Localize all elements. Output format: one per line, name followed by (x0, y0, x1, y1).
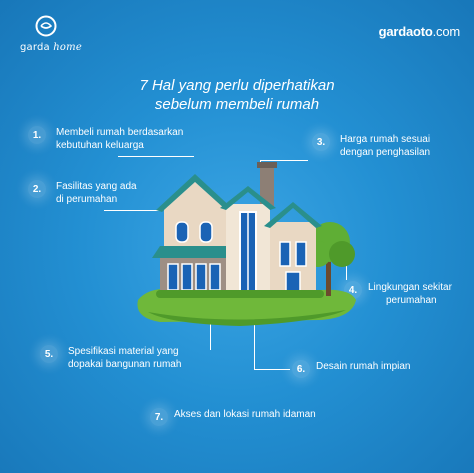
window (167, 263, 179, 291)
center-roof (220, 186, 276, 210)
leader-line (346, 256, 347, 280)
tip-number: 1. (28, 126, 46, 144)
title-line-2: sebelum membeli rumah (154, 96, 320, 113)
tip-text: Akses dan lokasi rumah idaman (174, 409, 316, 420)
leader-line (118, 156, 194, 157)
page-title: 7 Hal yang perlu diperhatikan sebelum me… (100, 76, 374, 114)
leader-line (254, 318, 255, 370)
leader-line (254, 369, 290, 370)
leader-line (210, 318, 211, 350)
tip-number: 5. (40, 345, 58, 363)
garda-home-wordmark: garda home (20, 42, 82, 53)
leader-line (260, 160, 308, 161)
tip-text: Membeli rumah berdasarkan kebutuhan kelu… (56, 127, 184, 151)
window (295, 241, 307, 267)
tip-text: Desain rumah impian (316, 361, 411, 372)
tip-item-1: 1. Membeli rumah berdasarkan kebutuhan k… (28, 126, 183, 152)
window (279, 241, 291, 267)
tip-item-3: 3. Harga rumah sesuai dengan penghasilan (312, 133, 430, 159)
tree-trunk (326, 258, 331, 296)
leader-line (104, 210, 160, 211)
tip-number: 7. (150, 408, 168, 426)
window (285, 271, 301, 293)
hedge (156, 290, 324, 298)
tip-text: Spesifikasi material yang dopakai bangun… (68, 346, 182, 370)
tip-number: 3. (312, 133, 330, 151)
right-roof (264, 202, 322, 228)
window (209, 263, 221, 291)
window (199, 221, 213, 243)
window (175, 221, 189, 243)
tip-text: Lingkungan sekitar perumahan (368, 282, 452, 306)
tip-item-7: 7. Akses dan lokasi rumah idaman (150, 408, 316, 426)
window (181, 263, 193, 291)
tip-item-4: 4. Lingkungan sekitar perumahan (344, 281, 452, 307)
tip-number: 6. (292, 360, 310, 378)
porch-roof (152, 246, 232, 258)
tip-item-6: 6. Desain rumah impian (292, 360, 411, 378)
house-illustration (137, 162, 356, 326)
tip-item-2: 2. Fasilitas yang ada di perumahan (28, 180, 137, 206)
tip-item-5: 5. Spesifikasi material yang dopakai ban… (40, 345, 181, 371)
tip-text: Harga rumah sesuai dengan penghasilan (340, 134, 431, 158)
tip-text: Fasilitas yang ada di perumahan (56, 181, 137, 205)
garda-logo-icon (35, 15, 57, 37)
tip-number: 2. (28, 180, 46, 198)
gardaoto-wordmark: gardaoto.com (378, 24, 461, 39)
lawn-shadow (148, 310, 346, 326)
window (195, 263, 207, 291)
title-line-1: 7 Hal yang perlu diperhatikan (139, 77, 335, 94)
garda-home-logo: garda home (14, 14, 104, 62)
chimney (260, 166, 274, 206)
